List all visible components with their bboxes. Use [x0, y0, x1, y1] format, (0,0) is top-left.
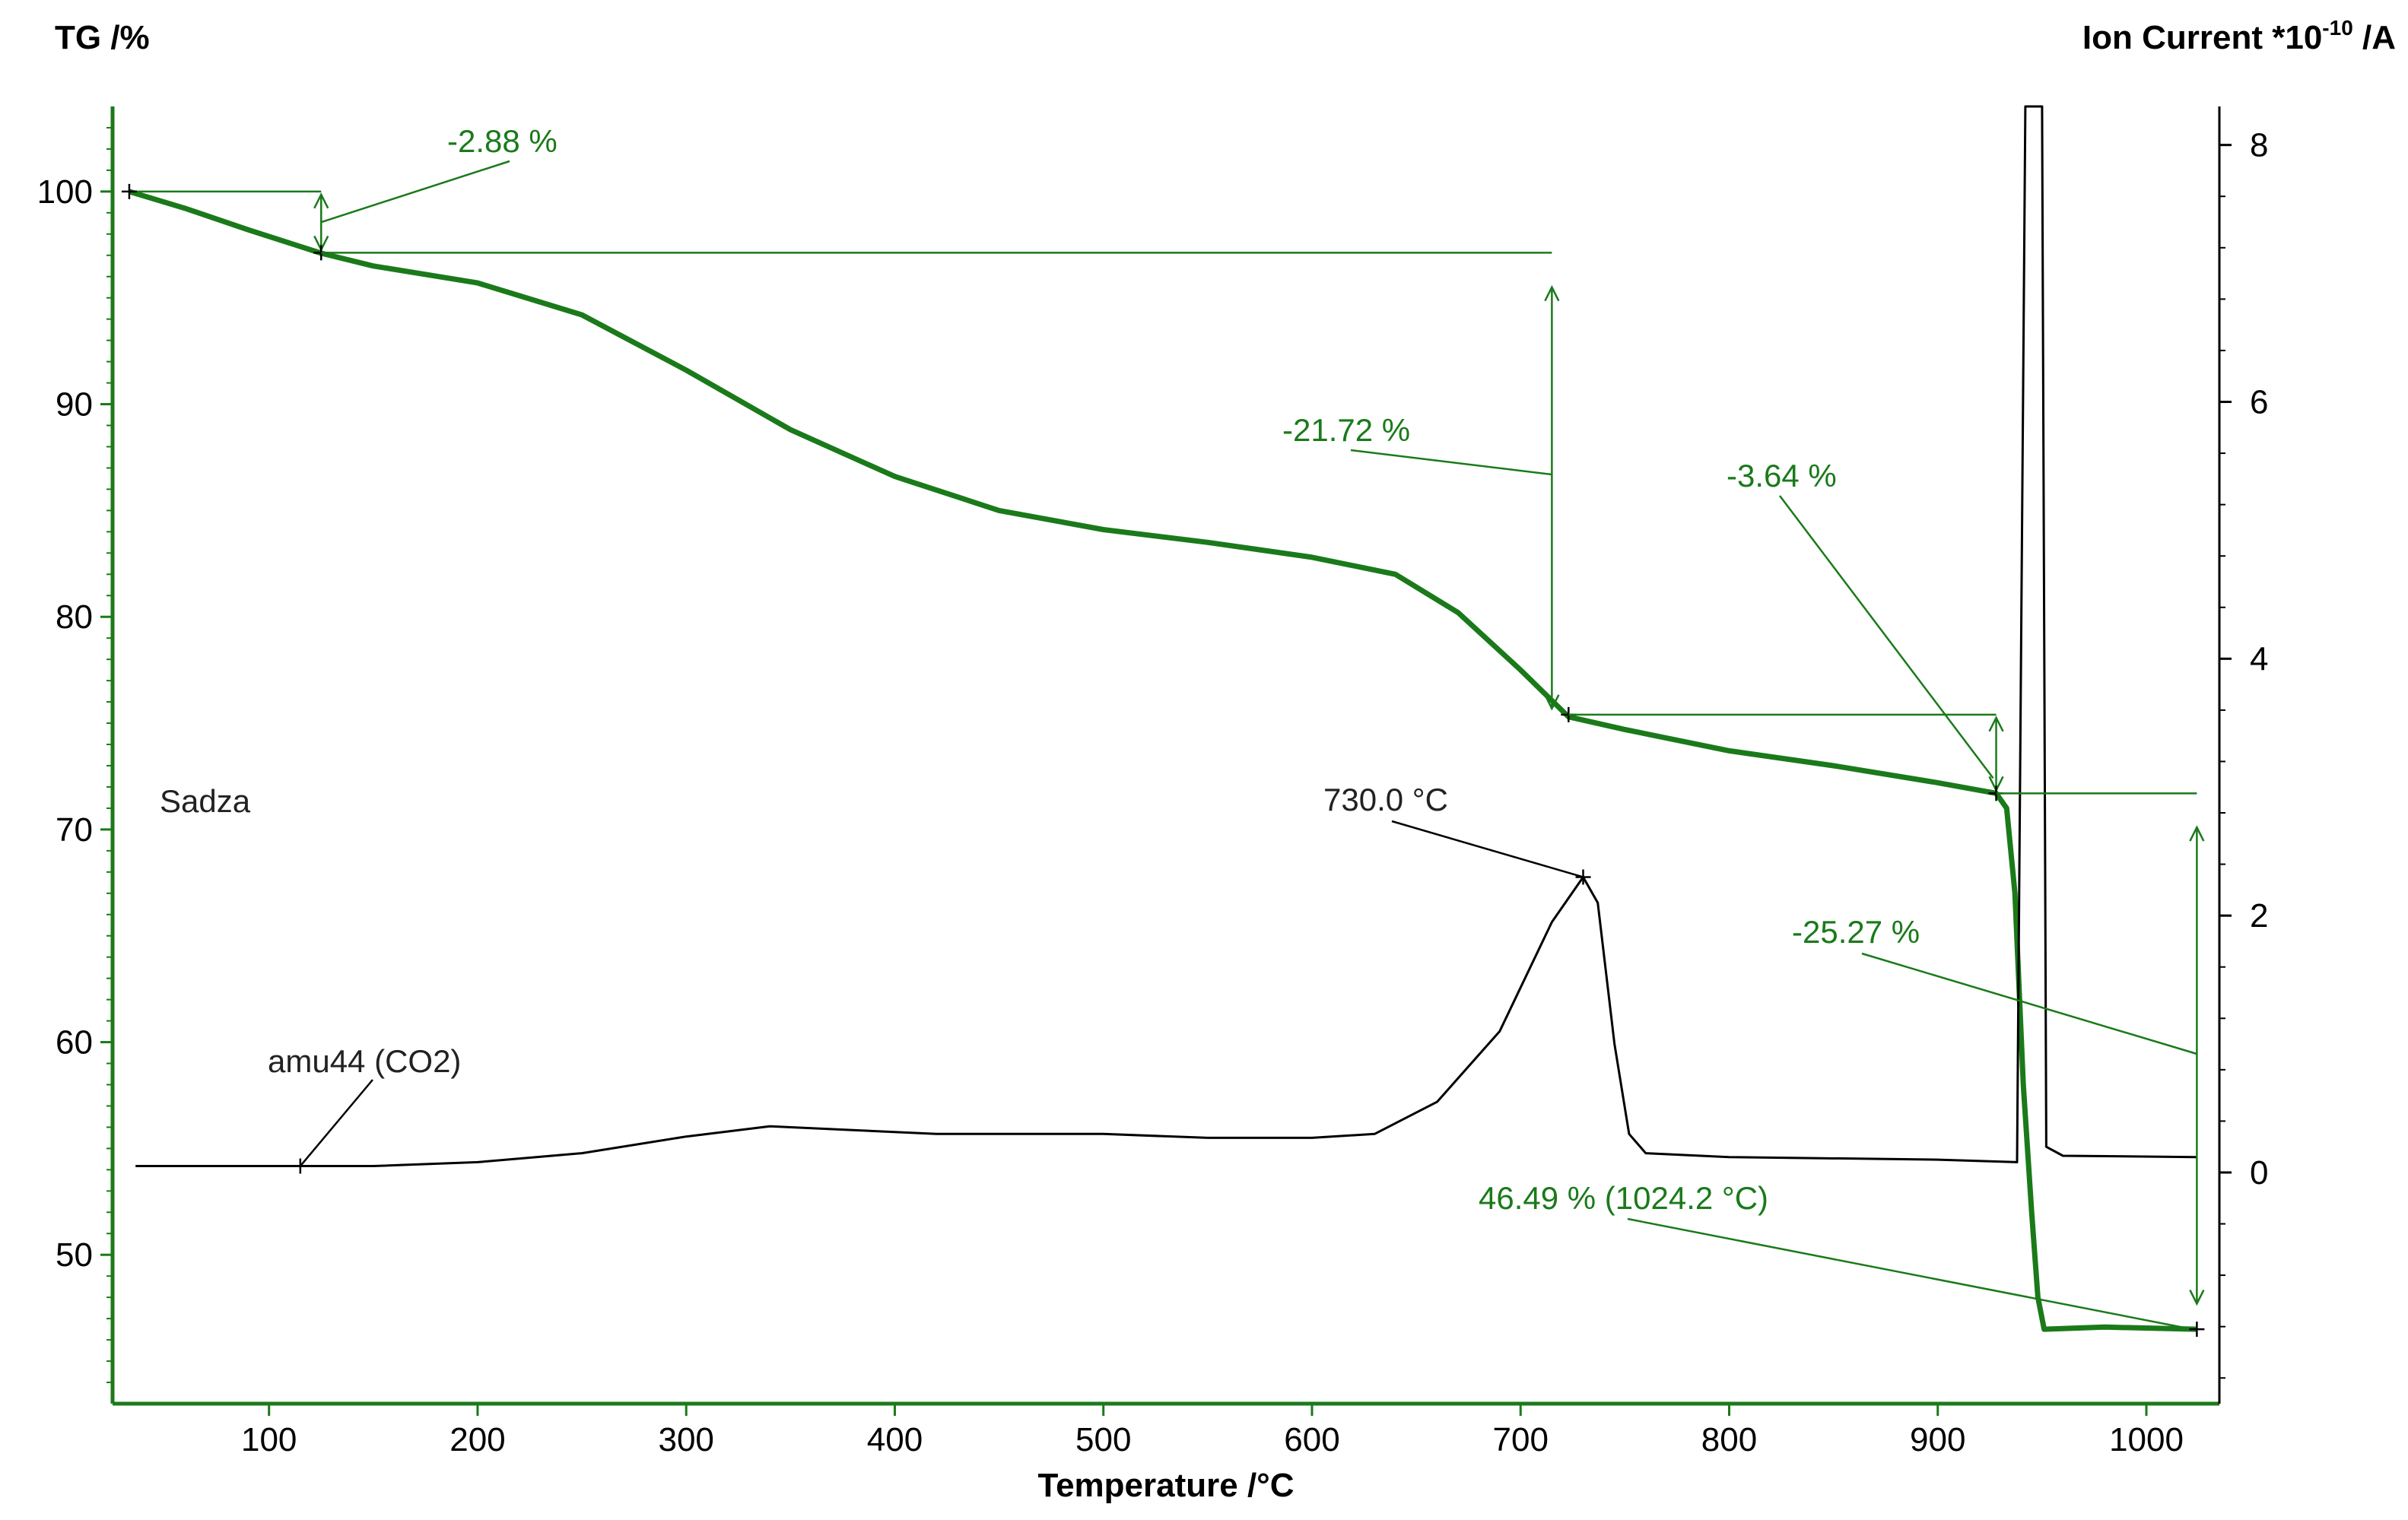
x-axis-title: Temperature /°C — [1037, 1467, 1294, 1504]
y-right-tick-label: 4 — [2250, 640, 2268, 677]
x-tick-label: 700 — [1493, 1421, 1549, 1458]
y-right-tick-label: 0 — [2250, 1154, 2268, 1192]
left-y-axis-title: TG /% — [55, 19, 150, 56]
tg-series-line — [128, 189, 2197, 1332]
step2-leader — [1350, 449, 1552, 476]
step1-leader — [320, 160, 510, 224]
right-y-axis-title-prefix: Ion Current *10 — [2082, 19, 2322, 56]
ms-series-line — [135, 105, 2197, 1167]
y-right-tick-label: 6 — [2250, 383, 2268, 420]
residual-leader — [1627, 1217, 2193, 1331]
sample-label: Sadza — [160, 783, 251, 819]
x-tick-label: 100 — [241, 1421, 297, 1458]
residual-mass-label: 46.49 % (1024.2 °C) — [1479, 1180, 1768, 1216]
step3-leader — [1779, 495, 1994, 779]
right-y-axis-title-suffix: /A — [2353, 19, 2396, 56]
y-left-tick-label: 80 — [56, 598, 93, 636]
y-left-tick-label: 100 — [37, 173, 93, 211]
x-tick-label: 800 — [1701, 1421, 1757, 1458]
step4-arrow-head-top — [2189, 825, 2205, 842]
y-right-tick-label: 8 — [2250, 127, 2268, 164]
mass-change-label-4: -25.27 % — [1792, 914, 1920, 950]
step2-arrow-head-bottom — [1544, 694, 1560, 711]
mass-change-label-3: -3.64 % — [1727, 458, 1837, 493]
y-left-tick-label: 70 — [56, 811, 93, 849]
peak-temperature-label: 730.0 °C — [1323, 782, 1448, 817]
y-right-tick-label: 2 — [2250, 897, 2268, 935]
mass-change-label-1: -2.88 % — [447, 123, 558, 159]
right-y-axis-title: Ion Current *10-10 /A — [2082, 16, 2396, 56]
y-left-tick-label: 60 — [56, 1024, 93, 1061]
x-tick-label: 1000 — [2109, 1421, 2184, 1458]
ticks-layer: 100 200 300 400 500 600 700 800 900 1000506070809… — [37, 127, 2269, 1458]
y-left-tick-label: 90 — [56, 386, 93, 424]
annotations-layer — [121, 160, 2205, 1338]
step1-arrow-head-top — [313, 192, 329, 209]
x-tick-label: 900 — [1910, 1421, 1965, 1458]
y-left-tick-label: 50 — [56, 1236, 93, 1274]
x-tick-label: 300 — [658, 1421, 713, 1458]
ms-series-label: amu44 (CO2) — [268, 1043, 461, 1079]
x-tick-label: 600 — [1284, 1421, 1339, 1458]
step3-arrow-head-top — [1988, 716, 2004, 732]
step4-leader — [1861, 952, 2197, 1055]
peak-leader — [1391, 820, 1584, 878]
series-layer — [128, 105, 2197, 1332]
ms-label-leader — [299, 1079, 373, 1167]
step2-arrow-head-top — [1544, 284, 1560, 302]
axes-layer — [110, 106, 2221, 1406]
mass-change-label-2: -21.72 % — [1282, 412, 1410, 448]
right-y-axis-title-exponent: -10 — [2322, 16, 2352, 40]
step4-arrow-head-bottom — [2189, 1289, 2205, 1306]
x-tick-label: 200 — [450, 1421, 505, 1458]
x-tick-label: 400 — [867, 1421, 923, 1458]
x-tick-label: 500 — [1075, 1421, 1131, 1458]
